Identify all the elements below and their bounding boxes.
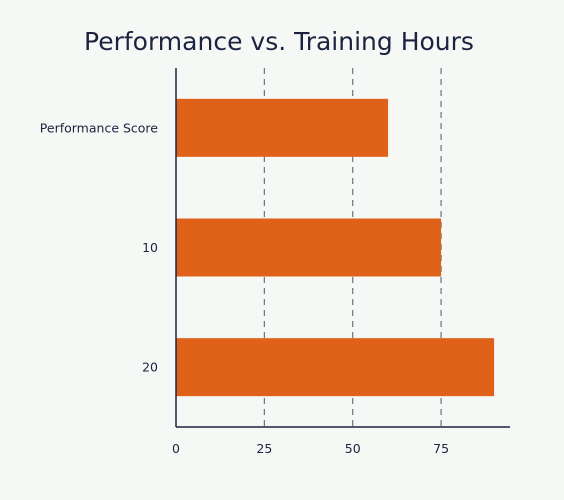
bar-0: [176, 98, 389, 157]
chart-title: Performance vs. Training Hours: [84, 27, 474, 56]
category-label-1: 10: [142, 240, 158, 255]
axes: [175, 68, 510, 428]
bar-2: [176, 338, 495, 397]
category-label-2: 20: [142, 360, 158, 375]
x-tick-label-25: 25: [256, 441, 272, 456]
x-tick-label-50: 50: [345, 441, 361, 456]
x-tick-label-0: 0: [172, 441, 180, 456]
x-tick-label-75: 75: [433, 441, 449, 456]
bars: [176, 98, 495, 397]
category-labels: Performance Score 10 20: [40, 120, 159, 374]
bar-1: [176, 218, 442, 277]
x-tick-labels: 0 25 50 75: [172, 441, 449, 456]
category-label-0: Performance Score: [40, 120, 159, 135]
